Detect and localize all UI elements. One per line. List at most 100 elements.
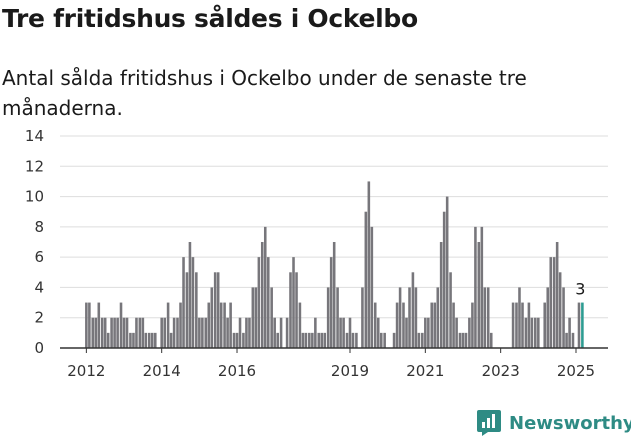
bar [213, 272, 217, 348]
brand-name: Newsworthy [509, 412, 631, 434]
chart-title: Tre fritidshus såldes i Ockelbo [2, 4, 418, 33]
bar [172, 317, 176, 348]
bar [311, 332, 314, 348]
data-labels: 3 [575, 280, 585, 299]
bar [88, 302, 91, 348]
bar [392, 332, 396, 348]
bar [577, 302, 581, 348]
bar [480, 226, 484, 348]
bar [373, 302, 377, 348]
bar [421, 332, 424, 348]
chart-subtitle: Antal sålda fritidshus i Ockelbo under d… [2, 66, 527, 120]
bar [147, 332, 151, 348]
bar [125, 317, 129, 348]
x-tick-label: 2014 [143, 362, 181, 380]
bar [543, 302, 547, 348]
bar [103, 317, 107, 348]
y-tick-label: 0 [34, 339, 44, 357]
bar [549, 257, 553, 348]
bar [166, 302, 170, 348]
bar [489, 332, 493, 348]
bar [242, 332, 245, 348]
bar [461, 332, 465, 348]
bar [317, 332, 321, 348]
bar [289, 272, 292, 348]
bar [257, 257, 261, 348]
bar [216, 272, 220, 348]
y-tick-label: 12 [25, 157, 44, 175]
y-tick-label: 8 [34, 218, 44, 236]
bar [223, 302, 226, 348]
y-tick-label: 4 [34, 278, 44, 296]
bar [527, 302, 531, 348]
bar [273, 317, 276, 348]
bar [135, 317, 138, 348]
bar [276, 332, 279, 348]
bar [342, 317, 345, 348]
x-tick-label: 2019 [331, 362, 369, 380]
x-tick-label: 2023 [482, 362, 520, 380]
bar [530, 317, 534, 348]
bar [405, 317, 408, 348]
bar [329, 257, 333, 348]
bar [176, 317, 179, 348]
bar [132, 332, 135, 348]
y-tick-label: 10 [25, 188, 44, 206]
bar [160, 317, 163, 348]
bar [471, 302, 474, 348]
bar [182, 257, 185, 348]
x-tick-label: 2016 [218, 362, 256, 380]
bar [97, 302, 101, 348]
bar [119, 302, 123, 348]
bar [477, 242, 481, 348]
bar [185, 272, 189, 348]
bar [355, 332, 358, 348]
bar [314, 317, 317, 348]
bar [232, 332, 236, 348]
bar [219, 302, 223, 348]
bar-highlight [581, 302, 584, 348]
bar [113, 317, 116, 348]
bar [449, 272, 452, 348]
highlight-value-label: 3 [575, 280, 585, 299]
bar [251, 287, 255, 348]
bar [408, 287, 411, 348]
bar [455, 317, 458, 348]
bar [486, 287, 490, 348]
bar [141, 317, 145, 348]
bar [100, 317, 104, 348]
bar [235, 332, 239, 348]
bar [154, 332, 157, 348]
brand-logo[interactable]: Newsworthy [476, 408, 631, 438]
bar [424, 317, 427, 348]
bar [537, 317, 540, 348]
bar [442, 211, 446, 348]
bar [260, 242, 264, 348]
bar [195, 272, 198, 348]
bar [445, 196, 449, 348]
bar [210, 287, 214, 348]
bar [351, 332, 355, 348]
bar [483, 287, 487, 348]
bar [245, 317, 248, 348]
bar [395, 302, 399, 348]
bar [555, 242, 559, 348]
bar [414, 287, 418, 348]
bar [308, 332, 311, 348]
bar [169, 332, 173, 348]
bar [320, 332, 324, 348]
bar [110, 317, 113, 348]
bar [204, 317, 208, 348]
bar [285, 317, 289, 348]
bar [198, 317, 201, 348]
bars [85, 181, 584, 348]
bar [207, 302, 211, 348]
x-axis: 2012 2014 2016 2019 2021 2023 2025 [60, 347, 608, 380]
bar [263, 226, 267, 348]
bar [562, 287, 565, 348]
bar [361, 287, 364, 348]
bar [552, 257, 556, 348]
bar [116, 317, 119, 348]
bar [266, 257, 270, 348]
bar [345, 332, 349, 348]
